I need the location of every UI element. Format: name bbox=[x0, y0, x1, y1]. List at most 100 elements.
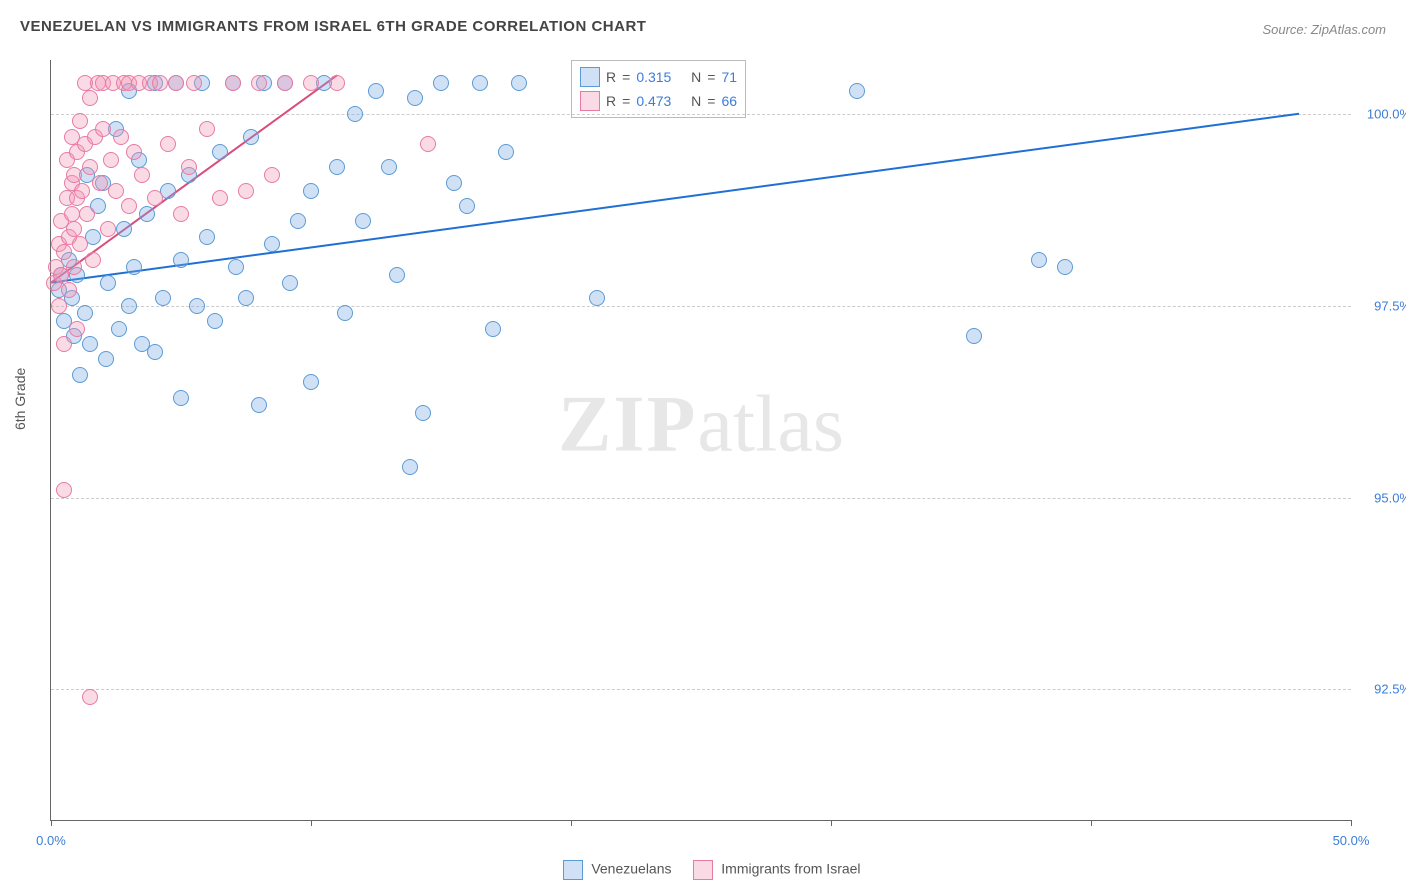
scatter-point bbox=[337, 305, 353, 321]
scatter-point bbox=[282, 275, 298, 291]
scatter-point bbox=[64, 206, 80, 222]
scatter-point bbox=[389, 267, 405, 283]
scatter-point bbox=[264, 167, 280, 183]
scatter-point bbox=[368, 83, 384, 99]
scatter-point bbox=[303, 183, 319, 199]
scatter-point bbox=[69, 321, 85, 337]
scatter-point bbox=[407, 90, 423, 106]
scatter-point bbox=[108, 183, 124, 199]
scatter-point bbox=[485, 321, 501, 337]
scatter-point bbox=[56, 244, 72, 260]
scatter-point bbox=[277, 75, 293, 91]
scatter-point bbox=[61, 282, 77, 298]
xtick-label: 50.0% bbox=[1333, 833, 1370, 848]
scatter-point bbox=[92, 175, 108, 191]
scatter-point bbox=[446, 175, 462, 191]
scatter-point bbox=[189, 298, 205, 314]
scatter-point bbox=[82, 336, 98, 352]
scatter-point bbox=[173, 390, 189, 406]
scatter-point bbox=[264, 236, 280, 252]
scatter-point bbox=[95, 121, 111, 137]
scatter-point bbox=[181, 159, 197, 175]
scatter-point bbox=[589, 290, 605, 306]
scatter-point bbox=[303, 75, 319, 91]
scatter-point bbox=[173, 252, 189, 268]
scatter-point bbox=[381, 159, 397, 175]
scatter-point bbox=[1057, 259, 1073, 275]
scatter-point bbox=[56, 336, 72, 352]
xtick bbox=[1351, 820, 1352, 826]
scatter-point bbox=[139, 206, 155, 222]
scatter-point bbox=[225, 75, 241, 91]
ytick-label: 100.0% bbox=[1356, 106, 1406, 121]
scatter-point bbox=[402, 459, 418, 475]
scatter-point bbox=[186, 75, 202, 91]
scatter-point bbox=[126, 144, 142, 160]
scatter-point bbox=[329, 159, 345, 175]
scatter-point bbox=[415, 405, 431, 421]
scatter-point bbox=[72, 367, 88, 383]
scatter-point bbox=[849, 83, 865, 99]
scatter-point bbox=[212, 190, 228, 206]
scatter-point bbox=[66, 221, 82, 237]
source-label: Source: ZipAtlas.com bbox=[1262, 22, 1386, 37]
scatter-point bbox=[966, 328, 982, 344]
scatter-point bbox=[199, 121, 215, 137]
xtick-label: 0.0% bbox=[36, 833, 66, 848]
scatter-point bbox=[251, 397, 267, 413]
scatter-point bbox=[121, 298, 137, 314]
scatter-point bbox=[199, 229, 215, 245]
xtick bbox=[51, 820, 52, 826]
scatter-point bbox=[66, 259, 82, 275]
scatter-point bbox=[103, 152, 119, 168]
scatter-point bbox=[111, 321, 127, 337]
ytick-label: 97.5% bbox=[1356, 298, 1406, 313]
scatter-point bbox=[152, 75, 168, 91]
scatter-point bbox=[51, 298, 67, 314]
scatter-point bbox=[82, 689, 98, 705]
legend-label-venezuelans: Venezuelans bbox=[591, 861, 671, 877]
scatter-point bbox=[100, 275, 116, 291]
swatch-venezuelans-bottom bbox=[563, 860, 583, 880]
scatter-point bbox=[126, 259, 142, 275]
xtick bbox=[1091, 820, 1092, 826]
ytick-label: 92.5% bbox=[1356, 682, 1406, 697]
scatter-point bbox=[472, 75, 488, 91]
scatter-point bbox=[168, 75, 184, 91]
xtick bbox=[571, 820, 572, 826]
scatter-point bbox=[85, 252, 101, 268]
scatter-point bbox=[212, 144, 228, 160]
scatter-point bbox=[100, 221, 116, 237]
xtick bbox=[831, 820, 832, 826]
scatter-point bbox=[511, 75, 527, 91]
xtick bbox=[311, 820, 312, 826]
scatter-point bbox=[77, 305, 93, 321]
y-axis-label: 6th Grade bbox=[12, 368, 28, 430]
scatter-point bbox=[1031, 252, 1047, 268]
scatter-point bbox=[98, 351, 114, 367]
scatter-point bbox=[498, 144, 514, 160]
scatter-point bbox=[116, 221, 132, 237]
scatter-point bbox=[56, 482, 72, 498]
scatter-point bbox=[207, 313, 223, 329]
scatter-point bbox=[173, 206, 189, 222]
plot-area: ZIPatlas R = 0.315 N = 71 R = 0.473 N = … bbox=[50, 60, 1351, 821]
scatter-point bbox=[238, 290, 254, 306]
scatter-point bbox=[433, 75, 449, 91]
scatter-point bbox=[82, 159, 98, 175]
scatter-point bbox=[243, 129, 259, 145]
scatter-point bbox=[228, 259, 244, 275]
scatter-point bbox=[420, 136, 436, 152]
scatter-point bbox=[147, 190, 163, 206]
scatter-point bbox=[155, 290, 171, 306]
scatter-point bbox=[79, 206, 95, 222]
series-legend: Venezuelans Immigrants from Israel bbox=[0, 860, 1406, 880]
scatter-point bbox=[72, 113, 88, 129]
scatter-point bbox=[82, 90, 98, 106]
trend-layer bbox=[51, 60, 1351, 820]
scatter-point bbox=[113, 129, 129, 145]
scatter-point bbox=[238, 183, 254, 199]
scatter-point bbox=[251, 75, 267, 91]
scatter-point bbox=[347, 106, 363, 122]
scatter-point bbox=[74, 183, 90, 199]
